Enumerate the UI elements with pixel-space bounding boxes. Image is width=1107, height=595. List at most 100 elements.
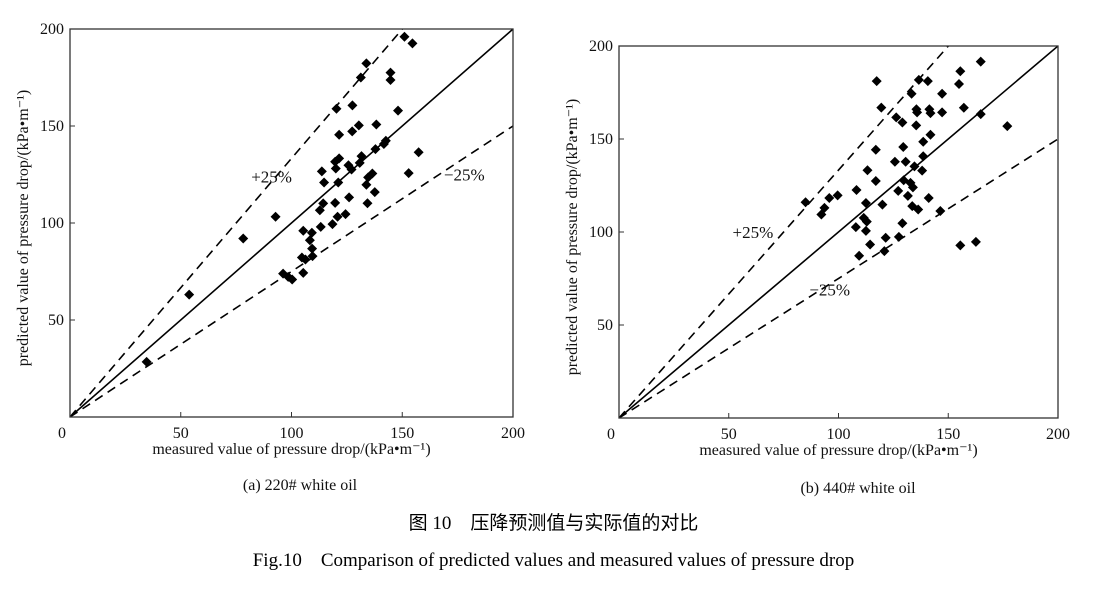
data-point [900, 156, 911, 167]
data-point [913, 74, 924, 85]
data-point [824, 192, 835, 203]
data-point [238, 233, 249, 244]
y-tick-label: 100 [40, 215, 64, 232]
data-point [800, 197, 811, 208]
parity-line [70, 29, 513, 417]
data-point [333, 177, 344, 188]
data-point [935, 205, 946, 216]
data-point [413, 147, 424, 158]
data-point [897, 218, 908, 229]
y-tick-label: 50 [48, 312, 64, 329]
data-point [912, 107, 923, 118]
error-band-label: −25% [444, 166, 485, 185]
x-tick-label: 150 [390, 425, 414, 442]
data-point [816, 209, 827, 220]
data-point [851, 184, 862, 195]
data-point [958, 102, 969, 113]
data-point [393, 105, 404, 116]
y-tick-label: 50 [597, 317, 613, 334]
data-point [327, 219, 338, 230]
data-point [876, 102, 887, 113]
y-tick-label: 150 [40, 118, 64, 135]
data-point [860, 225, 871, 236]
data-point [371, 119, 382, 130]
x-tick-label: 100 [827, 426, 851, 443]
data-point [937, 88, 948, 99]
error-band-label: +25% [251, 167, 292, 186]
x-tick-label: 200 [501, 425, 525, 442]
data-point [298, 267, 309, 278]
data-point [865, 239, 876, 250]
y-tick-label: 200 [589, 38, 613, 55]
data-point [902, 190, 913, 201]
data-point [314, 205, 325, 216]
error-band-line [70, 125, 513, 417]
data-point [361, 179, 372, 190]
x-tick-label: 50 [173, 425, 189, 442]
data-point [870, 176, 881, 187]
error-band-line [619, 138, 1058, 418]
data-point [340, 209, 351, 220]
data-point [361, 58, 372, 69]
data-point [330, 197, 341, 208]
data-point [891, 112, 902, 123]
data-point [911, 120, 922, 131]
data-point [331, 103, 342, 114]
data-point [316, 166, 327, 177]
y-tick-label: 100 [589, 224, 613, 241]
data-point [918, 136, 929, 147]
data-point [975, 109, 986, 120]
data-point [860, 197, 871, 208]
data-point [369, 187, 380, 198]
x-tick-label: 50 [721, 426, 737, 443]
y-axis-label: predicted value of pressure drop/(kPa•m⁻… [564, 99, 581, 376]
data-point [407, 38, 418, 49]
data-point [307, 251, 318, 262]
data-point [334, 129, 345, 140]
y-tick-label: 150 [589, 131, 613, 148]
data-point [300, 254, 311, 265]
data-point [907, 182, 918, 193]
data-point [937, 107, 948, 118]
data-point [385, 75, 396, 86]
x-axis-label: measured value of pressure drop/(kPa•m⁻¹… [699, 442, 977, 459]
data-point [925, 129, 936, 140]
x-tick-label: 150 [936, 426, 960, 443]
data-point [306, 227, 317, 238]
data-point [307, 243, 318, 254]
data-point [287, 274, 298, 285]
data-point [906, 88, 917, 99]
data-point [870, 144, 881, 155]
data-point [922, 76, 933, 87]
error-band-label: −25% [809, 281, 850, 300]
y-axis-label: predicted value of pressure drop/(kPa•m⁻… [15, 90, 32, 367]
data-point [862, 165, 873, 176]
data-point [270, 211, 281, 222]
data-point [355, 72, 366, 83]
data-point [184, 289, 195, 300]
data-point [871, 76, 882, 87]
data-point [854, 250, 865, 261]
data-point [879, 246, 890, 257]
data-point [889, 156, 900, 167]
data-point [330, 156, 341, 167]
data-point [925, 108, 936, 119]
data-point [332, 211, 343, 222]
y-tick-label: 200 [40, 21, 64, 38]
data-point [315, 221, 326, 232]
data-point [304, 235, 315, 246]
data-point [141, 356, 152, 367]
data-point [318, 198, 329, 209]
data-point [385, 67, 396, 78]
data-point [897, 117, 908, 128]
data-point [877, 199, 888, 210]
data-point [363, 172, 374, 183]
data-point [1002, 121, 1013, 132]
figure-title-cn: 图 10 压降预测值与实际值的对比 [408, 513, 699, 534]
data-point [913, 204, 924, 215]
data-point [909, 161, 920, 172]
data-point [861, 216, 872, 227]
data-point [403, 168, 414, 179]
data-point [917, 165, 928, 176]
